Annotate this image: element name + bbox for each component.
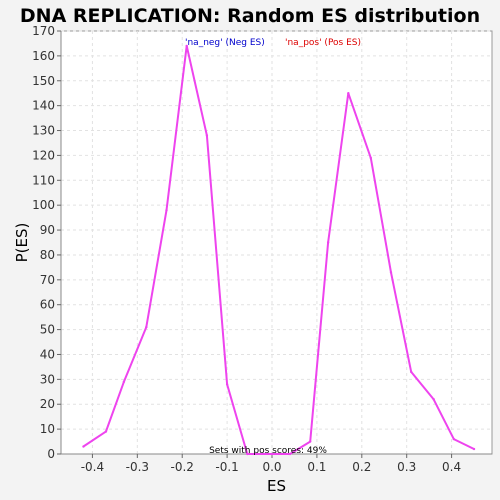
data-point	[389, 271, 393, 274]
data-point	[432, 398, 435, 401]
data-point	[165, 208, 168, 212]
legend-entry: 'na_pos' (Pos ES)	[285, 38, 361, 48]
y-tick-label: 50	[40, 323, 55, 337]
y-tick-label: 0	[47, 447, 55, 461]
data-point	[185, 44, 188, 48]
pos-score-annotation: Sets with pos scores: 49%	[209, 446, 327, 456]
data-point	[452, 437, 456, 441]
legend-entry: 'na_neg' (Neg ES)	[185, 38, 265, 48]
y-tick-label: 100	[32, 198, 55, 212]
y-tick-label: 140	[32, 99, 55, 113]
y-tick-label: 90	[40, 223, 55, 237]
y-tick-label: 60	[40, 298, 55, 312]
y-axis-label: P(ES)	[13, 223, 31, 263]
y-tick-label: 80	[40, 248, 55, 262]
x-tick-label: -0.3	[126, 460, 149, 474]
data-point	[308, 440, 312, 443]
y-tick-label: 70	[40, 273, 55, 287]
y-tick-label: 120	[32, 148, 55, 162]
gridlines	[61, 30, 492, 455]
y-tick-label: 150	[32, 74, 55, 88]
x-axis-label: ES	[267, 477, 286, 495]
y-tick-label: 130	[32, 124, 55, 138]
x-tick-label: 0.2	[352, 460, 371, 474]
x-tick-label: 0.3	[397, 460, 416, 474]
data-point	[246, 452, 249, 456]
legend: 'na_neg' (Neg ES) 'na_pos' (Pos ES)	[185, 38, 361, 48]
x-tick-label: 0.0	[262, 460, 281, 474]
series-line	[82, 44, 475, 455]
tick-labels: -0.4 -0.3 -0.2 -0.1 0.0 0.1 0.2 0.3 0.4 0 10 20 30 40…	[32, 24, 461, 474]
y-tick-label: 10	[40, 422, 55, 436]
x-tick-label: -0.1	[215, 460, 238, 474]
data-point	[326, 241, 330, 244]
data-point	[225, 383, 229, 386]
data-point	[104, 430, 108, 433]
series-layer	[82, 44, 476, 456]
x-tick-label: 0.1	[307, 460, 326, 474]
x-tick-label: -0.2	[171, 460, 194, 474]
data-point	[82, 445, 85, 448]
data-point	[145, 325, 148, 329]
y-tick-label: 110	[32, 173, 55, 187]
data-point	[369, 156, 372, 160]
data-point	[347, 92, 350, 95]
data-point	[270, 452, 274, 456]
data-point	[288, 452, 292, 456]
data-point	[472, 447, 476, 451]
y-tick-label: 20	[40, 397, 55, 411]
data-point	[409, 370, 413, 374]
chart-title: DNA REPLICATION: Random ES distribution	[20, 5, 480, 27]
y-tick-label: 40	[40, 347, 55, 361]
y-tick-label: 30	[40, 372, 55, 386]
data-point	[205, 134, 209, 137]
x-tick-label: -0.4	[81, 460, 104, 474]
y-tick-label: 170	[32, 24, 55, 38]
data-point	[122, 380, 126, 384]
y-tick-label: 160	[32, 49, 55, 63]
x-tick-label: 0.4	[442, 460, 461, 474]
